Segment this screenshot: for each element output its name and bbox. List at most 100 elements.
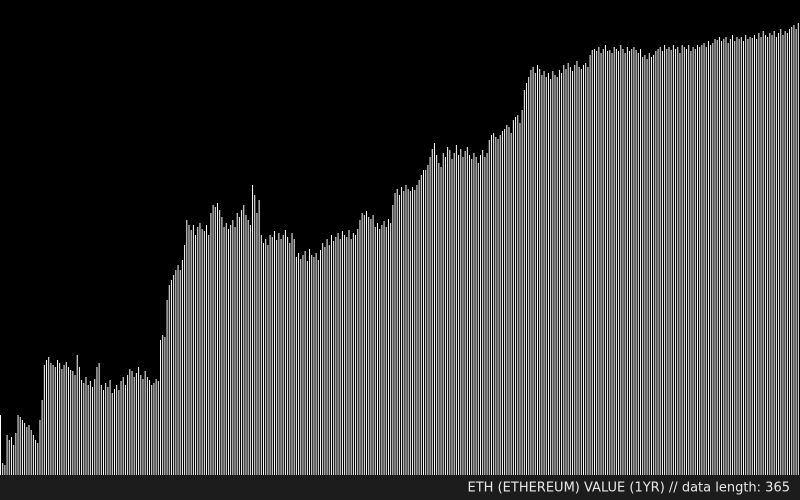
bar — [359, 220, 361, 475]
bar — [460, 149, 462, 475]
bar — [626, 47, 628, 475]
bar — [50, 363, 52, 475]
bar — [398, 195, 400, 475]
bar — [78, 367, 80, 475]
bar — [753, 35, 755, 475]
bar — [210, 213, 212, 475]
bar — [287, 237, 289, 475]
bar — [712, 43, 714, 475]
bar — [563, 65, 565, 475]
bar — [157, 381, 159, 475]
bar — [85, 377, 87, 475]
bar — [666, 49, 668, 475]
bar — [488, 140, 490, 475]
bar — [203, 231, 205, 475]
bar — [609, 50, 611, 475]
bar — [736, 37, 738, 475]
bar — [219, 210, 221, 475]
bar — [552, 71, 554, 475]
bar — [138, 367, 140, 475]
bar — [501, 131, 503, 475]
bar — [405, 185, 407, 475]
bar — [664, 45, 666, 475]
bar — [295, 257, 297, 475]
bar — [39, 420, 41, 475]
bar — [170, 280, 172, 475]
bar — [103, 390, 105, 475]
bar — [188, 225, 190, 475]
bar — [173, 275, 175, 475]
bar — [142, 379, 144, 475]
bar — [528, 77, 530, 475]
bar — [278, 233, 280, 475]
bar — [692, 47, 694, 475]
bar — [383, 221, 385, 475]
bar — [550, 79, 552, 475]
bar — [10, 437, 12, 475]
bar — [510, 133, 512, 475]
bar — [655, 51, 657, 475]
bar — [37, 443, 39, 475]
bar — [725, 37, 727, 475]
bar — [280, 239, 282, 475]
bar — [243, 205, 245, 475]
bar — [593, 49, 595, 475]
bar — [486, 153, 488, 475]
bar — [764, 35, 766, 475]
bar — [444, 157, 446, 475]
bar — [260, 235, 262, 475]
bar — [773, 31, 775, 475]
bar — [15, 433, 17, 475]
bar — [140, 375, 142, 475]
bar — [304, 251, 306, 475]
bar — [607, 51, 609, 475]
bar — [28, 425, 30, 475]
bar — [650, 57, 652, 475]
bar — [490, 135, 492, 475]
bar — [94, 379, 96, 475]
bar — [232, 220, 234, 475]
bar — [254, 195, 256, 475]
bar — [784, 31, 786, 475]
bar — [760, 37, 762, 475]
bar — [48, 357, 50, 475]
bar — [263, 243, 265, 475]
bar — [105, 383, 107, 475]
bar — [133, 377, 135, 475]
bar — [98, 363, 100, 475]
bar — [236, 213, 238, 475]
bar — [309, 249, 311, 475]
bar — [670, 50, 672, 475]
bar — [661, 51, 663, 475]
bar — [613, 47, 615, 475]
bar — [572, 71, 574, 475]
bar — [561, 73, 563, 475]
bar — [348, 230, 350, 475]
bar — [624, 53, 626, 475]
bar — [372, 215, 374, 475]
bar — [135, 373, 137, 475]
bar — [107, 387, 109, 475]
bar — [30, 430, 32, 475]
bar — [646, 59, 648, 475]
bar — [567, 63, 569, 475]
bar — [681, 45, 683, 475]
bar — [672, 45, 674, 475]
bar — [429, 157, 431, 475]
bar — [738, 39, 740, 475]
bar — [131, 371, 133, 475]
bar — [52, 365, 54, 475]
bar — [168, 285, 170, 475]
bar — [118, 390, 120, 475]
bar — [694, 49, 696, 475]
bar — [344, 235, 346, 475]
bar — [758, 33, 760, 475]
bar — [337, 233, 339, 475]
bar — [521, 110, 523, 475]
bar — [797, 23, 799, 475]
bar — [433, 143, 435, 475]
bar — [201, 229, 203, 475]
bar — [67, 367, 69, 475]
bar — [249, 225, 251, 475]
bar — [497, 139, 499, 475]
